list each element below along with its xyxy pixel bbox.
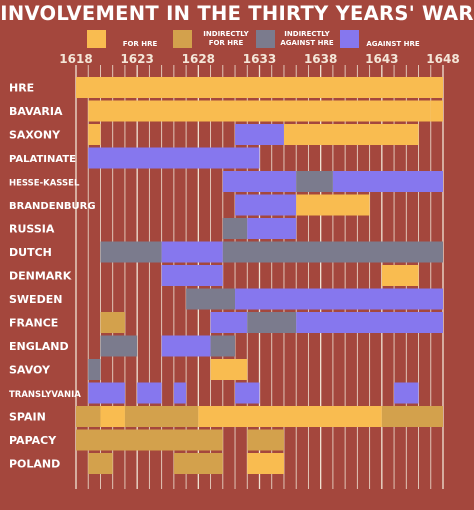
tick-layer: 1618 1623 1628 1633 1638 1643 1648 — [59, 52, 459, 66]
category-label: ENGLAND — [9, 340, 69, 353]
bar-denmark-0 — [161, 265, 223, 286]
legend-label-ind_against: INDIRECTLY — [284, 30, 330, 38]
category-label: DUTCH — [9, 246, 52, 259]
legend-swatch-ind_against — [256, 30, 275, 48]
bar-dutch-0 — [100, 241, 162, 263]
bar-france-3 — [296, 312, 443, 333]
category-label: SAVOY — [9, 364, 51, 377]
bar-france-0 — [100, 312, 125, 333]
category-label: BAVARIA — [9, 105, 63, 118]
bar-poland-0 — [88, 453, 113, 474]
bar-hre-0 — [76, 77, 443, 98]
bar-saxony-2 — [283, 124, 419, 145]
bar-papacy-0 — [76, 429, 223, 451]
legend-label-against: AGAINST HRE — [366, 40, 420, 48]
x-tick-label: 1628 — [182, 52, 215, 66]
category-label: RUSSIA — [9, 223, 55, 236]
bar-spain-4 — [381, 406, 443, 427]
category-label: PALATINATE — [9, 154, 76, 165]
label-layer: HRE BAVARIA SAXONY PALATINATE HESSE-KASSEL BR… — [9, 82, 96, 471]
x-tick-label: 1643 — [365, 52, 398, 66]
x-tick-label: 1618 — [59, 52, 92, 66]
chart-title: INVOLVEMENT IN THE THIRTY YEARS' WAR — [0, 2, 474, 25]
bar-sweden-1 — [235, 288, 443, 310]
category-label: HRE — [9, 82, 34, 95]
bar-hesse-kassel-0 — [222, 171, 297, 192]
bar-bavaria-0 — [88, 100, 431, 122]
bar-layer — [76, 77, 443, 474]
bar-hesse-kassel-2 — [332, 171, 443, 192]
category-label: TRANSLYVANIA — [9, 390, 81, 400]
category-label: SPAIN — [9, 411, 46, 424]
bar-translyvania-1 — [137, 382, 162, 404]
bar-brandenburg-1 — [296, 194, 370, 216]
category-label: BRANDENBURG — [9, 201, 96, 212]
bar-hesse-kassel-1 — [296, 171, 333, 192]
x-tick-label: 1648 — [426, 52, 459, 66]
x-tick-label: 1623 — [120, 52, 153, 66]
bar-translyvania-0 — [88, 382, 125, 404]
bar-spain-1 — [100, 406, 125, 427]
category-label: SAXONY — [9, 129, 61, 142]
bar-palatinate-0 — [88, 147, 260, 169]
bar-dutch-2 — [222, 241, 443, 263]
bar-spain-3 — [198, 406, 382, 427]
bar-poland-2 — [247, 453, 284, 474]
bar-england-0 — [100, 335, 138, 357]
legend-label-for: FOR HRE — [123, 40, 158, 48]
legend-swatch-against — [340, 30, 359, 48]
bar-sweden-0 — [186, 288, 236, 310]
category-label: FRANCE — [9, 317, 58, 330]
bar-france-1 — [210, 312, 248, 333]
bar-england-1 — [161, 335, 211, 357]
bar-denmark-1 — [381, 265, 419, 286]
category-label: DENMARK — [9, 270, 72, 283]
bar-russia-0 — [222, 218, 248, 239]
bar-russia-1 — [247, 218, 297, 239]
legend-label-ind_for: INDIRECTLY — [203, 30, 249, 38]
bar-dutch-1 — [161, 241, 223, 263]
bar-translyvania-2 — [173, 382, 187, 404]
bar-saxony-0 — [88, 124, 101, 145]
category-label: HESSE-KASSEL — [9, 179, 80, 189]
legend-label-ind_against: AGAINST HRE — [280, 39, 334, 47]
bar-poland-1 — [173, 453, 223, 474]
bar-translyvania-3 — [235, 382, 260, 404]
x-tick-label: 1638 — [304, 52, 337, 66]
category-label: POLAND — [9, 458, 60, 471]
x-tick-label: 1633 — [243, 52, 276, 66]
bar-brandenburg-0 — [235, 194, 297, 216]
bar-translyvania-4 — [394, 382, 419, 404]
bar-papacy-1 — [247, 429, 284, 451]
bar-france-2 — [247, 312, 297, 333]
bar-bavaria-1 — [430, 100, 443, 122]
bar-england-2 — [210, 335, 236, 357]
bar-saxony-1 — [235, 124, 284, 145]
bar-spain-2 — [124, 406, 199, 427]
legend-swatch-ind_for — [173, 30, 192, 48]
bar-spain-0 — [76, 406, 101, 427]
category-label: PAPACY — [9, 434, 57, 447]
bar-savoy-0 — [88, 359, 101, 380]
legend-swatch-for — [87, 30, 106, 48]
bar-savoy-1 — [210, 359, 248, 380]
legend-label-ind_for: FOR HRE — [209, 39, 244, 47]
category-label: SWEDEN — [9, 293, 62, 306]
